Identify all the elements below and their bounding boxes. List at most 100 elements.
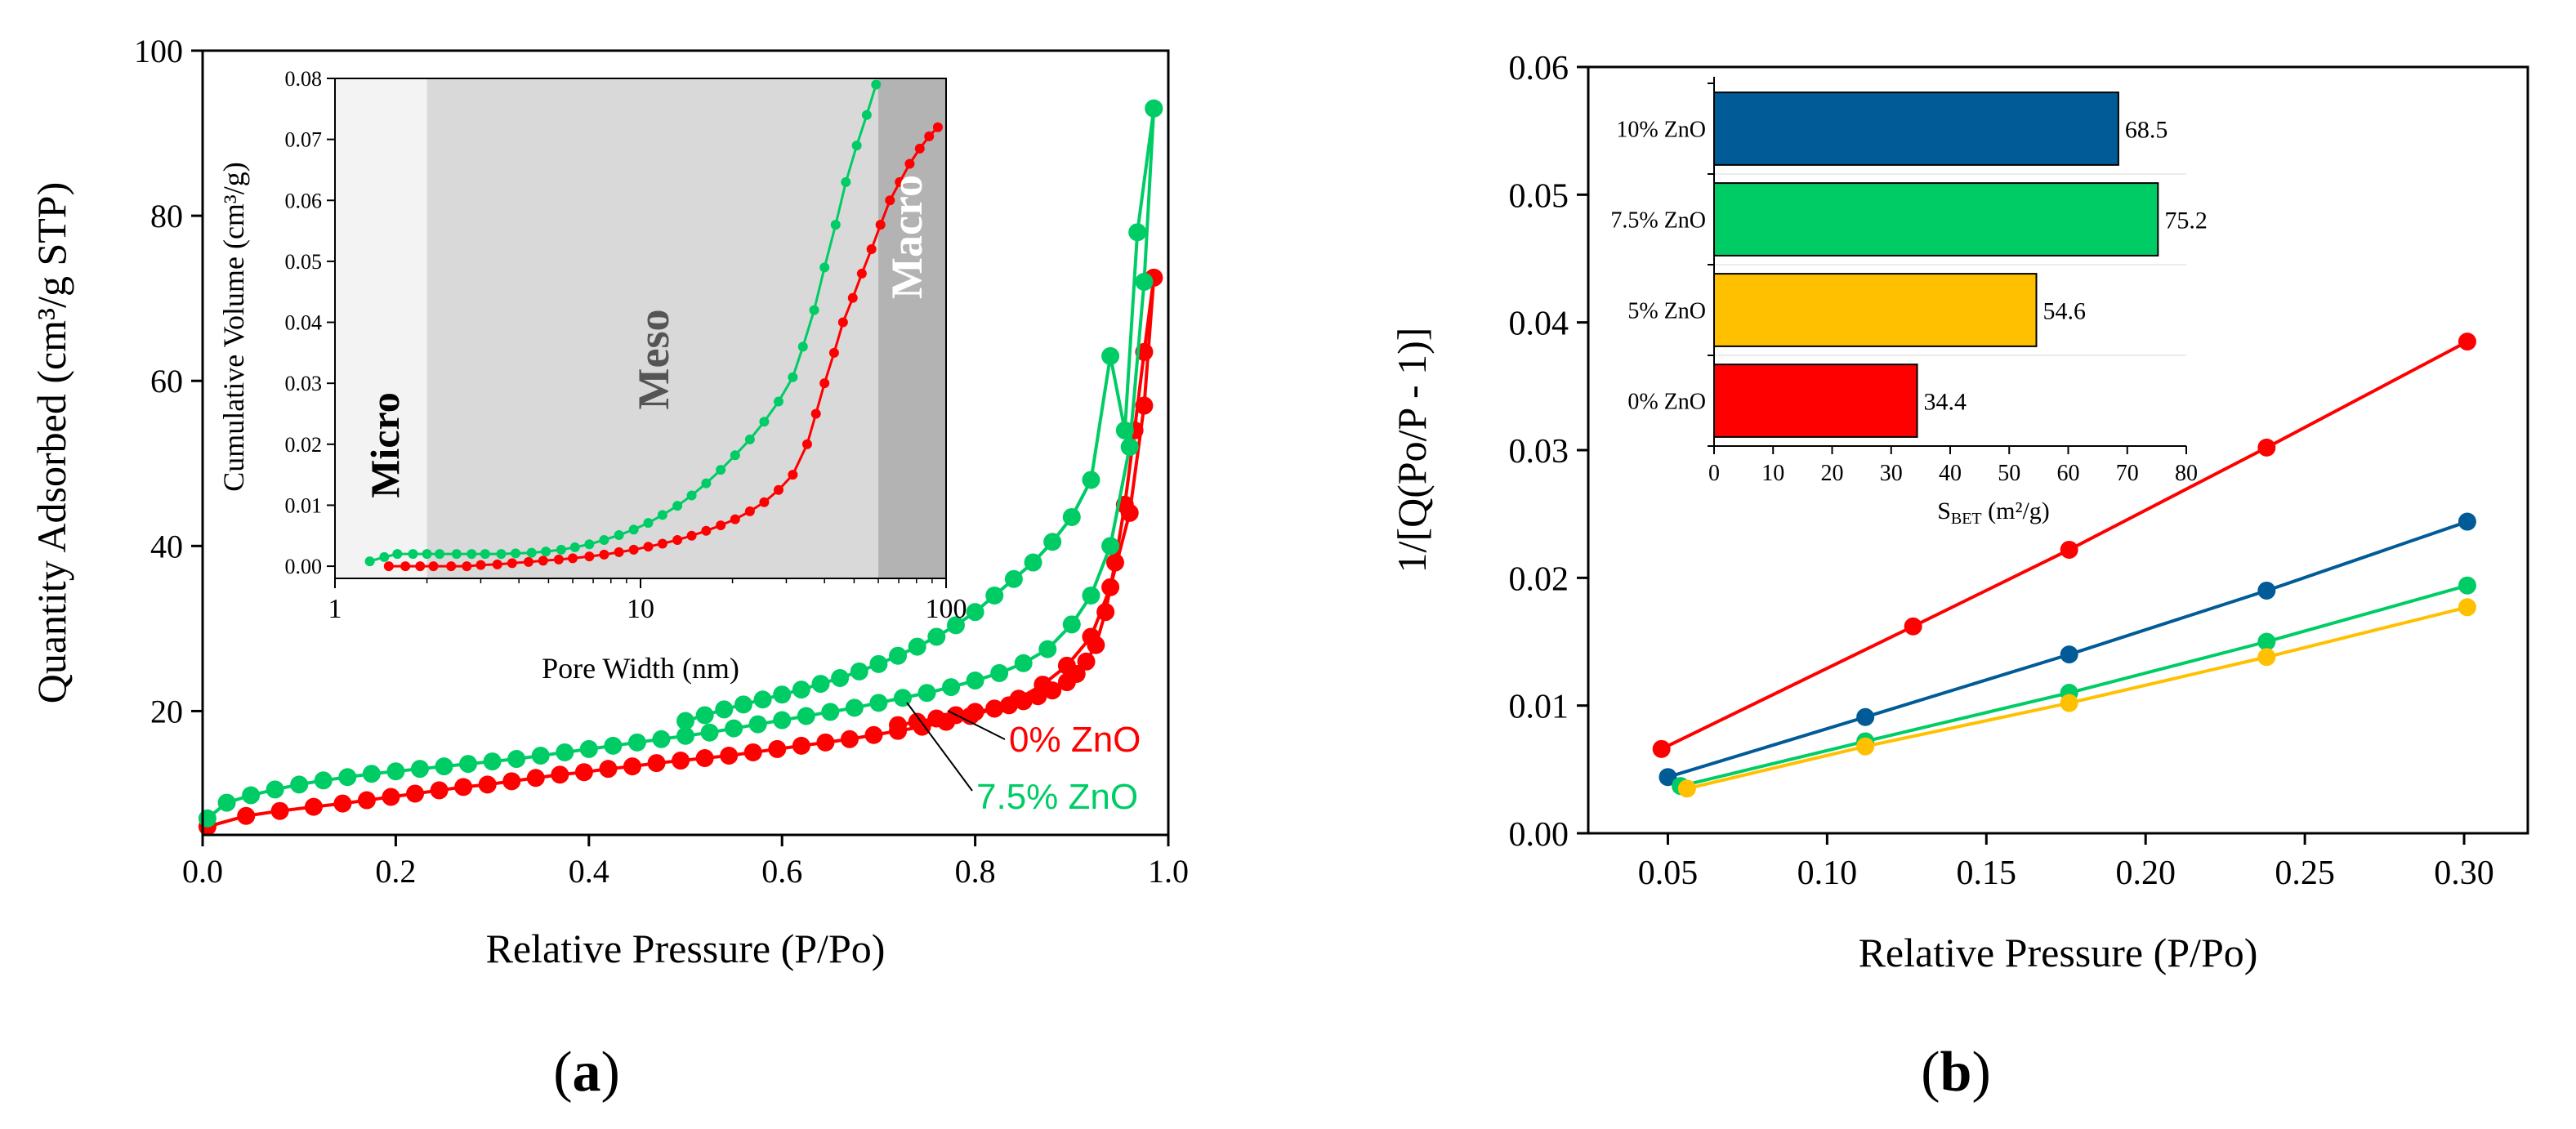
panel-a-point-0pct-zno-adsorption — [304, 797, 323, 816]
panel-a-point-7pt5pct-zno-desorption — [676, 712, 694, 730]
panel-b-point-0pct-zno — [2257, 438, 2276, 457]
inset-a-point-7pt5pct-zno — [422, 549, 432, 560]
panel-a-point-0pct-zno-desorption — [1077, 652, 1096, 671]
panel-a-point-0pct-zno-adsorption — [623, 757, 641, 776]
panel-b-ytick-label: 0.06 — [1509, 50, 1569, 87]
panel-a-point-0pct-zno-desorption — [999, 696, 1018, 715]
inset-a-point-0pct-zno — [828, 347, 839, 358]
inset-a-point-7pt5pct-zno — [408, 549, 418, 560]
panel-b-point-0pct-zno — [1652, 739, 1671, 758]
inset-b-value-label-0pct-zno: 34.4 — [1924, 389, 1967, 416]
panel-a-point-7pt5pct-zno-adsorption — [1135, 272, 1154, 291]
inset-a-point-7pt5pct-zno — [451, 549, 462, 560]
inset-a-point-7pt5pct-zno — [435, 549, 445, 560]
inset-a-point-7pt5pct-zno — [744, 434, 755, 444]
inset-a-region-macro — [878, 78, 946, 578]
inset-a-point-0pct-zno — [914, 143, 925, 154]
inset-a-region-label-meso: Meso — [629, 310, 678, 410]
inset-a-point-0pct-zno — [773, 484, 784, 495]
panel-b-ytick-label: 0.01 — [1509, 689, 1569, 726]
panel-a-pointer-7pt5pct — [906, 702, 973, 792]
panel-a-point-7pt5pct-zno-desorption — [946, 616, 965, 635]
panel-b-point-10pct-zno — [2458, 512, 2476, 531]
panel-b-xlabel: Relative Pressure (P/Po) — [1859, 930, 2258, 975]
inset-a-ytick-label: 0.02 — [285, 433, 323, 457]
panel-a-point-0pct-zno-adsorption — [270, 801, 289, 820]
panel-b-ytick-label: 0.00 — [1509, 816, 1569, 854]
panel-a-point-7pt5pct-zno-desorption — [985, 586, 1004, 605]
panel-a-annotation-0pct: 0% ZnO — [1009, 720, 1141, 760]
inset-a-point-0pct-zno — [628, 544, 639, 555]
panel-a-point-0pct-zno-desorption — [908, 712, 926, 731]
panel-b-point-10pct-zno — [2257, 581, 2276, 600]
inset-a-series — [364, 79, 943, 572]
panel-a-xtick-label: 0.8 — [955, 853, 996, 890]
inset-a-point-7pt5pct-zno — [643, 518, 654, 529]
panel-a-point-7pt5pct-zno-adsorption — [773, 711, 792, 730]
panel-b-point-10pct-zno — [1659, 768, 1677, 787]
panel-a-plot-frame — [201, 49, 1170, 837]
panel-a-point-7pt5pct-zno-desorption — [889, 646, 908, 665]
inset-a-point-7pt5pct-zno — [759, 417, 770, 427]
inset-b-xlabel-unit: (m²/g) — [1982, 498, 2050, 524]
panel-b-point-7pt5pct-zno — [2257, 632, 2276, 651]
panel-b-ticks: 0.05 0.10 0.15 0.20 0.25 0.30 0.00 0.01 0.02 0.03… — [1509, 50, 2494, 892]
inset-a-point-0pct-zno — [614, 547, 624, 557]
inset-a-point-7pt5pct-zno — [788, 372, 798, 382]
panel-a-xlabel: Relative Pressure (P/Po) — [486, 926, 886, 971]
panel-b-inset-sbet-chart: 68.5 10% ZnO 75.2 7.5% ZnO 54.6 5% ZnO 34.4 0% … — [1610, 77, 2208, 528]
panel-a-point-0pct-zno-adsorption — [454, 778, 473, 797]
panel-a-point-7pt5pct-zno-desorption — [715, 700, 734, 719]
panel-b-xtick-label: 0.15 — [1957, 855, 2017, 892]
panel-a-point-7pt5pct-zno-adsorption — [1082, 586, 1100, 605]
inset-a-point-7pt5pct-zno — [830, 220, 841, 230]
panel-b-plot-frame — [1587, 65, 2529, 835]
panel-a-point-7pt5pct-zno-desorption — [811, 675, 830, 694]
inset-a-ytick-label: 0.00 — [285, 555, 323, 578]
inset-b-bars: 68.5 10% ZnO 75.2 7.5% ZnO 54.6 5% ZnO 34.4 0% … — [1610, 91, 2208, 438]
inset-a-xtick-label: 1 — [328, 594, 342, 624]
panel-a-point-7pt5pct-zno-adsorption — [556, 743, 574, 761]
inset-b-bar-5pct-zno — [1713, 273, 2038, 347]
panel-a-point-7pt5pct-zno-desorption — [1101, 346, 1120, 365]
panel-a-pointer-0pct — [947, 710, 1006, 740]
panel-b-point-5pct-zno — [2458, 598, 2476, 617]
panel-a-point-7pt5pct-zno-adsorption — [314, 771, 333, 790]
panel-a-point-7pt5pct-zno-adsorption — [700, 723, 719, 742]
inset-a-point-0pct-zno — [866, 243, 877, 254]
inset-a-point-0pct-zno — [686, 530, 697, 541]
inset-b-xtick-label: 50 — [1998, 461, 2020, 486]
inset-a-point-7pt5pct-zno — [599, 534, 609, 545]
inset-a-point-0pct-zno — [507, 558, 517, 569]
panel-b-line-5pct-zno — [1686, 605, 2468, 791]
panel-label-b-letter: b — [1940, 1041, 1972, 1104]
inset-a-point-7pt5pct-zno — [569, 542, 580, 552]
panel-a-point-7pt5pct-zno-adsorption — [1014, 654, 1033, 672]
inset-b-bar-7pt5pct-zno — [1713, 182, 2159, 257]
inset-a-point-0pct-zno — [400, 561, 411, 572]
panel-a-point-7pt5pct-zno-adsorption — [198, 809, 217, 828]
panel-a-point-0pct-zno-adsorption — [647, 754, 666, 773]
panel-b-point-0pct-zno — [2458, 332, 2476, 351]
inset-a-point-0pct-zno — [810, 408, 821, 419]
panel-a-point-7pt5pct-zno-desorption — [1004, 569, 1023, 588]
inset-a-point-7pt5pct-zno — [672, 501, 683, 511]
panel-a-point-0pct-zno-desorption — [1057, 673, 1076, 692]
panel-a-point-0pct-zno-desorption — [1043, 681, 1062, 700]
panel-a-isotherm-chart: 0.0 0.2 0.4 0.6 0.8 1.0 20 40 60 80 100 0% ZnO 7.5… — [29, 33, 1189, 971]
panel-a-point-0pct-zno-desorption — [927, 709, 946, 728]
panel-a-ytick-label: 100 — [134, 33, 183, 69]
panel-a-ticks: 0.0 0.2 0.4 0.6 0.8 1.0 20 40 60 80 100 — [134, 33, 1189, 890]
inset-a-point-0pct-zno — [759, 497, 770, 507]
panel-a-point-0pct-zno-adsorption — [792, 736, 810, 755]
inset-a-plot-frame — [334, 78, 947, 579]
inset-a-ylabel: Cumulative Volume (cm³/g) — [217, 162, 250, 491]
panel-a-point-7pt5pct-zno-adsorption — [1120, 438, 1139, 457]
panel-a-point-7pt5pct-zno-adsorption — [725, 719, 743, 738]
panel-a-point-7pt5pct-zno-adsorption — [990, 663, 1009, 682]
panel-a-ytick-label: 80 — [150, 198, 183, 234]
inset-a-ytick-label: 0.03 — [285, 372, 323, 395]
panel-a-ylabel: Quantity Adsorbed (cm³/g STP) — [29, 182, 74, 704]
panel-a-point-0pct-zno-adsorption — [743, 743, 762, 761]
inset-a-point-0pct-zno — [788, 470, 798, 480]
